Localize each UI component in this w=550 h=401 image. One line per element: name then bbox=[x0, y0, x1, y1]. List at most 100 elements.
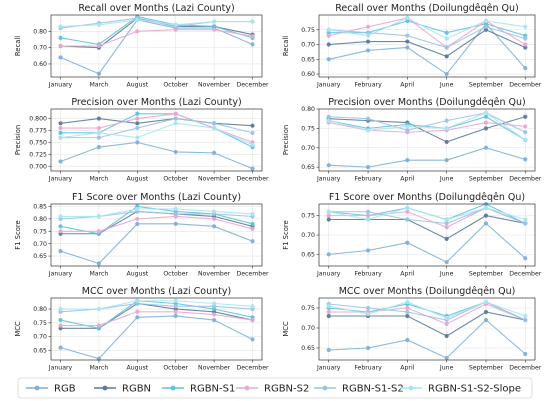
data-point bbox=[58, 35, 63, 40]
data-point bbox=[444, 355, 449, 361]
x-tick-label: November bbox=[198, 82, 231, 89]
y-tick-label: 0.65 bbox=[301, 56, 315, 63]
y-axis-label: F1 Score bbox=[14, 220, 22, 249]
data-point bbox=[444, 225, 449, 230]
legend-entry-rgbn: RGBN bbox=[94, 384, 151, 395]
data-point bbox=[58, 24, 63, 29]
series-line-rgbn-s1-s2 bbox=[60, 117, 253, 139]
data-point bbox=[523, 221, 528, 226]
data-point bbox=[444, 126, 449, 131]
legend-label: RGBN-S1-S2 bbox=[342, 384, 404, 395]
y-axis-label: Precision bbox=[282, 125, 290, 155]
data-point bbox=[405, 337, 410, 343]
data-point bbox=[523, 157, 528, 162]
y-tick-label: 0.75 bbox=[301, 27, 315, 34]
data-point bbox=[96, 214, 101, 219]
data-point bbox=[365, 48, 371, 53]
x-tick-label: October bbox=[163, 176, 188, 183]
legend-marker bbox=[408, 385, 414, 391]
data-point bbox=[326, 57, 331, 62]
x-tick-label: March bbox=[89, 176, 108, 183]
x-tick-label: February bbox=[354, 271, 382, 278]
data-point bbox=[173, 309, 178, 314]
data-point bbox=[96, 135, 101, 140]
data-point bbox=[58, 121, 63, 126]
data-point bbox=[58, 323, 63, 328]
data-point bbox=[250, 317, 255, 323]
data-point bbox=[96, 22, 101, 27]
plot-frame bbox=[318, 108, 536, 172]
data-point bbox=[365, 345, 371, 351]
y-tick-label: 0.65 bbox=[33, 253, 47, 260]
data-point bbox=[523, 45, 528, 50]
data-point bbox=[212, 125, 217, 131]
legend-marker bbox=[244, 385, 250, 391]
y-tick-label: 0.60 bbox=[301, 71, 315, 78]
legend-label: RGBN-S1 bbox=[190, 384, 235, 395]
data-point bbox=[173, 211, 178, 217]
x-tick-label: April bbox=[400, 82, 414, 89]
x-tick-label: November bbox=[198, 365, 231, 372]
chart-title: Precision over Months (Doilungdêqên Qu) bbox=[328, 97, 526, 108]
data-point bbox=[365, 128, 371, 133]
plot-frame bbox=[50, 14, 263, 78]
y-tick-label: 0.85 bbox=[33, 204, 47, 211]
y-axis-label: Recall bbox=[14, 36, 22, 56]
series-rgb bbox=[326, 145, 528, 170]
data-point bbox=[326, 347, 331, 353]
series-rgbn-s1-s2-slope bbox=[326, 110, 528, 143]
data-point bbox=[58, 159, 63, 164]
data-point bbox=[523, 256, 528, 261]
plot-frame bbox=[50, 108, 263, 172]
plot-frame bbox=[318, 14, 536, 78]
data-point bbox=[212, 312, 217, 317]
data-point bbox=[326, 33, 331, 38]
data-point bbox=[365, 116, 371, 121]
x-tick-label: June bbox=[439, 82, 454, 89]
x-tick-label: October bbox=[163, 271, 188, 278]
y-tick-label: 0.75 bbox=[301, 213, 315, 220]
chart-panel-2: 0.60 0.65 0.70 0.75 January February April June… bbox=[282, 3, 542, 89]
y-tick-label: 0.75 bbox=[33, 320, 47, 327]
series-rgbn bbox=[326, 309, 528, 339]
x-tick-label: January bbox=[316, 176, 341, 183]
data-point bbox=[135, 116, 140, 121]
data-point bbox=[483, 309, 489, 315]
series-rgbn-s2 bbox=[58, 111, 255, 145]
x-tick-label: February bbox=[354, 176, 382, 183]
x-tick-label: February bbox=[354, 82, 382, 89]
series-line-rgbn-s1-s2 bbox=[328, 301, 526, 321]
chart-title: MCC over Months (Doilungdêqên Qu) bbox=[339, 286, 516, 297]
data-point bbox=[212, 121, 217, 126]
data-point bbox=[523, 351, 528, 357]
data-point bbox=[212, 19, 217, 24]
data-point bbox=[523, 24, 528, 29]
data-point bbox=[96, 71, 101, 76]
x-tick-label: June bbox=[439, 176, 454, 183]
legend: RGB RGBN RGBN-S1 RGBN-S2 RGBN-S1-S2 RGBN-S1-S… bbox=[17, 377, 533, 399]
y-axis-label: Recall bbox=[282, 36, 290, 56]
data-point bbox=[365, 248, 371, 253]
data-point bbox=[523, 36, 528, 41]
series-rgb bbox=[58, 140, 255, 171]
data-point bbox=[444, 260, 449, 265]
series-rgb bbox=[58, 313, 255, 361]
data-point bbox=[405, 15, 410, 21]
series-rgbn-s1-s2 bbox=[58, 16, 255, 31]
x-tick-label: December bbox=[509, 365, 542, 372]
data-point bbox=[58, 135, 63, 140]
data-point bbox=[250, 123, 255, 128]
x-tick-label: January bbox=[316, 365, 341, 372]
data-point bbox=[483, 120, 489, 125]
series-line-rgb bbox=[60, 315, 253, 360]
series-line-rgbn bbox=[60, 117, 253, 127]
chart-title: Recall over Months (Lazi County) bbox=[78, 3, 234, 14]
data-point bbox=[58, 125, 63, 131]
series-line-rgb bbox=[328, 222, 526, 263]
data-point bbox=[405, 128, 410, 133]
y-tick-label: 0.80 bbox=[33, 306, 47, 313]
data-point bbox=[135, 221, 140, 226]
plot-frame bbox=[50, 203, 263, 267]
data-point bbox=[212, 317, 217, 323]
x-tick-label: December bbox=[509, 176, 542, 183]
